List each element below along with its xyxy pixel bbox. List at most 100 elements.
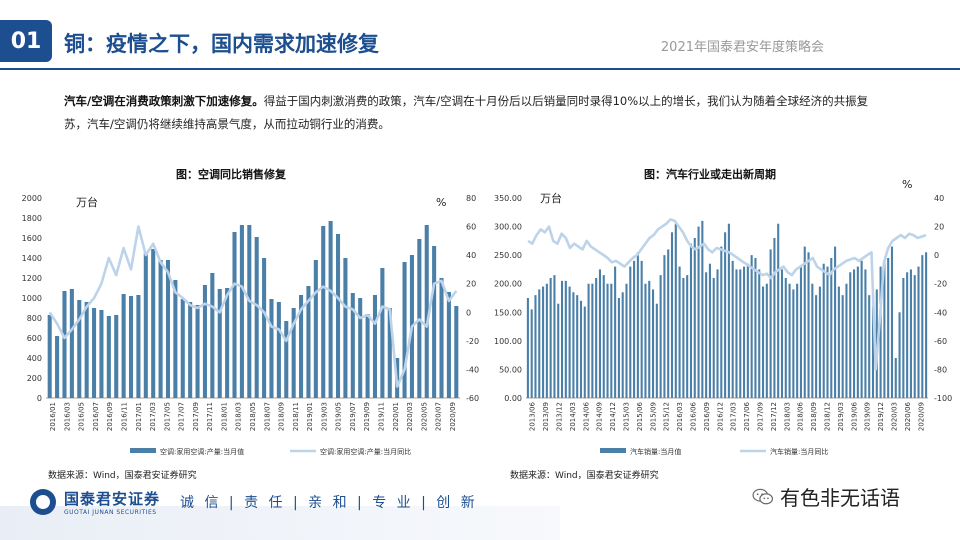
right-y-tick: 250.00 xyxy=(494,251,522,260)
right-x-tick: 2017/12 xyxy=(770,402,778,431)
right-bar xyxy=(777,223,780,398)
left-bar xyxy=(92,308,97,398)
right-x-tick: 2014/06 xyxy=(582,401,590,431)
right-bar xyxy=(678,266,681,398)
left-bar xyxy=(47,315,52,398)
left-y-tick: 1000 xyxy=(22,294,42,303)
right-bar xyxy=(887,258,890,398)
right-bar xyxy=(788,283,791,398)
right-bar xyxy=(674,223,677,398)
right-bar xyxy=(549,278,552,398)
right-bar xyxy=(686,275,689,398)
right-bar xyxy=(644,283,647,398)
right-legend-line-label: 汽车销量:当月同比 xyxy=(770,447,828,456)
right-bar xyxy=(780,269,784,398)
left-bar xyxy=(136,295,141,398)
right-bar xyxy=(568,286,571,398)
right-bar xyxy=(720,246,723,398)
right-bar xyxy=(652,289,655,398)
left-x-tick: 2018/07 xyxy=(263,402,271,431)
left-bar xyxy=(343,258,348,398)
summary-bold: 汽车/空调在消费政策刺激下加速修复。 xyxy=(64,94,264,108)
left-bar xyxy=(210,273,215,398)
left-x-tick: 2020/01 xyxy=(392,402,400,431)
left-bar xyxy=(432,246,437,398)
right-bar xyxy=(830,258,833,398)
right-bar xyxy=(617,298,620,398)
right-bar xyxy=(727,223,730,398)
right-x-tick: 2020/06 xyxy=(904,401,912,431)
section-number: 01 xyxy=(10,28,42,54)
left-y-tick: 1200 xyxy=(22,274,42,283)
right-bar xyxy=(534,295,537,398)
right-bar xyxy=(560,280,564,398)
conference-name: 2021年国泰君安年度策略会 xyxy=(660,40,824,55)
left-unit-right: % xyxy=(436,196,447,209)
left-bar xyxy=(69,289,74,398)
right-y-tick: 300.00 xyxy=(494,223,522,232)
left-legend-bar-label: 空调:家用空调:产量:当月值 xyxy=(160,447,244,456)
left-legend-bar-swatch xyxy=(130,448,156,453)
right-bar xyxy=(724,232,727,398)
right-bar xyxy=(708,263,711,398)
left-y-tick: 200 xyxy=(27,374,42,383)
left-bar xyxy=(446,292,451,398)
right-bar xyxy=(811,283,814,398)
left-x-tick: 2020/07 xyxy=(435,402,443,431)
left-chart-title: 图：空调同比销售修复 xyxy=(176,168,286,181)
right-bar xyxy=(557,303,560,398)
left-bar xyxy=(84,302,89,398)
left-bar xyxy=(121,294,126,398)
left-y-tick: 0 xyxy=(37,394,42,403)
right-bar xyxy=(564,280,567,398)
left-bar xyxy=(262,258,267,398)
left-x-tick: 2017/05 xyxy=(163,402,171,431)
right-bar xyxy=(750,255,753,398)
right-bar xyxy=(705,272,708,398)
right-bar xyxy=(909,269,912,398)
right-bar xyxy=(576,295,579,398)
left-bar xyxy=(55,336,60,398)
right-bar xyxy=(761,286,765,398)
left-bar xyxy=(77,300,82,398)
right-bar xyxy=(739,269,742,398)
right-x-tick: 2018/03 xyxy=(783,402,791,431)
left-x-tick: 2019/09 xyxy=(363,402,371,431)
right-bar xyxy=(792,289,795,398)
left-bar xyxy=(165,260,171,398)
right-bar xyxy=(822,263,825,398)
left-bar xyxy=(387,308,392,398)
right-x-tick: 2013/12 xyxy=(556,402,564,431)
left-x-tick: 2016/11 xyxy=(121,402,129,431)
left-bar xyxy=(217,289,222,398)
right-x-tick: 2014/09 xyxy=(596,402,604,431)
left-x-tick: 2018/03 xyxy=(235,402,243,431)
right-x-tick: 2019/09 xyxy=(864,402,872,431)
right-y2-tick: -20 xyxy=(934,280,947,289)
right-x-tick: 2019/03 xyxy=(837,402,845,431)
right-bar xyxy=(784,278,787,398)
left-bar xyxy=(454,306,459,398)
right-bar xyxy=(693,238,696,398)
right-x-tick: 2016/06 xyxy=(690,401,698,431)
wechat-watermark: 有色非无话语 xyxy=(752,482,900,511)
right-bar xyxy=(670,232,674,398)
right-bar xyxy=(834,246,837,398)
right-x-tick: 2018/12 xyxy=(824,402,832,431)
right-bar xyxy=(625,283,628,398)
left-x-tick: 2018/01 xyxy=(220,402,228,431)
left-x-tick: 2016/01 xyxy=(49,402,57,431)
left-x-tick: 2017/01 xyxy=(135,402,143,431)
right-bar xyxy=(579,300,583,398)
left-bar xyxy=(106,316,111,398)
right-bar xyxy=(845,283,848,398)
right-x-tick: 2013/09 xyxy=(542,402,550,431)
left-x-tick: 2020/03 xyxy=(406,402,414,431)
right-bar xyxy=(530,309,533,398)
page-title: 铜：疫情之下，国内需求加速修复 xyxy=(64,32,379,56)
right-bar xyxy=(746,263,749,398)
left-x-tick: 2019/01 xyxy=(306,402,314,431)
left-x-tick: 2017/07 xyxy=(178,402,186,431)
left-x-tick: 2017/03 xyxy=(149,402,157,431)
left-x-tick: 2017/09 xyxy=(192,402,200,431)
